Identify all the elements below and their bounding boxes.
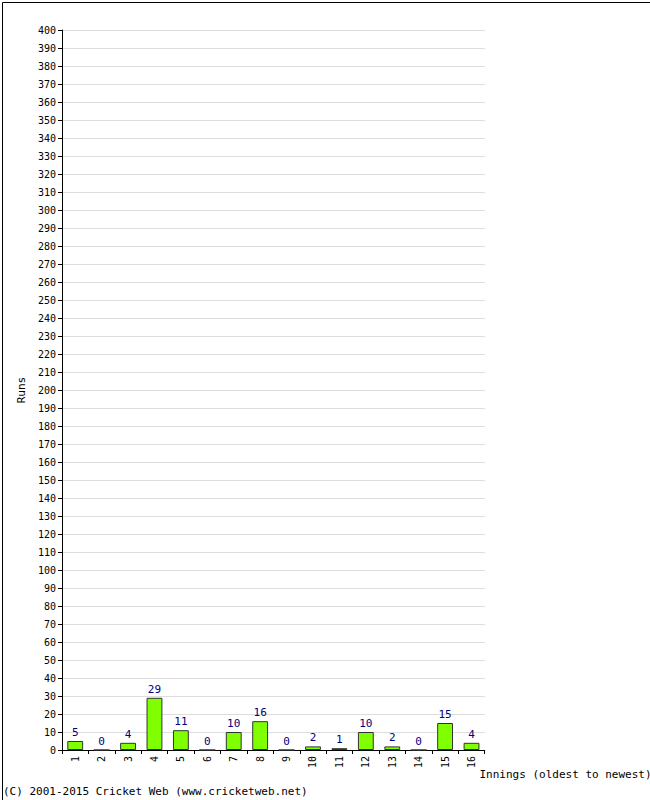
svg-text:140: 140: [38, 493, 56, 504]
svg-text:180: 180: [38, 421, 56, 432]
svg-text:1: 1: [70, 756, 81, 762]
svg-text:(C) 2001-2015 Cricket Web (www: (C) 2001-2015 Cricket Web (www.cricketwe…: [3, 785, 308, 798]
svg-text:60: 60: [44, 637, 56, 648]
svg-text:200: 200: [38, 385, 56, 396]
svg-text:190: 190: [38, 403, 56, 414]
svg-text:14: 14: [413, 756, 424, 768]
svg-text:1: 1: [336, 733, 343, 746]
svg-text:130: 130: [38, 511, 56, 522]
svg-text:29: 29: [148, 683, 161, 696]
svg-text:320: 320: [38, 169, 56, 180]
svg-text:3: 3: [123, 756, 134, 762]
svg-text:370: 370: [38, 79, 56, 90]
svg-text:11: 11: [174, 715, 187, 728]
svg-text:110: 110: [38, 547, 56, 558]
svg-text:390: 390: [38, 43, 56, 54]
svg-text:280: 280: [38, 241, 56, 252]
svg-text:0: 0: [98, 735, 105, 748]
svg-text:2: 2: [389, 731, 396, 744]
svg-text:90: 90: [44, 583, 56, 594]
svg-text:9: 9: [281, 756, 292, 762]
svg-text:300: 300: [38, 205, 56, 216]
svg-text:380: 380: [38, 61, 56, 72]
svg-text:340: 340: [38, 133, 56, 144]
svg-text:0: 0: [415, 735, 422, 748]
svg-text:7: 7: [228, 756, 239, 762]
svg-text:Innings (oldest to newest): Innings (oldest to newest): [479, 768, 650, 781]
svg-text:2: 2: [96, 756, 107, 762]
svg-text:250: 250: [38, 295, 56, 306]
svg-text:10: 10: [227, 717, 240, 730]
svg-text:0: 0: [204, 735, 211, 748]
svg-text:5: 5: [175, 756, 186, 762]
svg-text:6: 6: [202, 756, 213, 762]
svg-text:270: 270: [38, 259, 56, 270]
svg-text:12: 12: [360, 756, 371, 768]
svg-text:16: 16: [466, 756, 477, 768]
svg-text:8: 8: [255, 756, 266, 762]
svg-text:0: 0: [283, 735, 290, 748]
svg-text:360: 360: [38, 97, 56, 108]
svg-text:120: 120: [38, 529, 56, 540]
svg-text:10: 10: [307, 756, 318, 768]
svg-text:5: 5: [72, 726, 79, 739]
svg-text:40: 40: [44, 673, 56, 684]
svg-text:50: 50: [44, 655, 56, 666]
svg-text:2: 2: [310, 731, 317, 744]
svg-text:15: 15: [438, 708, 451, 721]
svg-text:20: 20: [44, 709, 56, 720]
svg-text:13: 13: [387, 756, 398, 768]
svg-text:16: 16: [254, 706, 267, 719]
svg-text:70: 70: [44, 619, 56, 630]
svg-text:10: 10: [44, 727, 56, 738]
svg-text:4: 4: [125, 728, 132, 741]
svg-text:240: 240: [38, 313, 56, 324]
svg-text:170: 170: [38, 439, 56, 450]
svg-text:350: 350: [38, 115, 56, 126]
svg-text:290: 290: [38, 223, 56, 234]
svg-text:310: 310: [38, 187, 56, 198]
svg-text:Runs: Runs: [15, 377, 28, 404]
svg-text:0: 0: [50, 745, 56, 756]
svg-text:15: 15: [440, 756, 451, 768]
svg-text:230: 230: [38, 331, 56, 342]
svg-text:330: 330: [38, 151, 56, 162]
svg-text:80: 80: [44, 601, 56, 612]
svg-text:150: 150: [38, 475, 56, 486]
svg-text:160: 160: [38, 457, 56, 468]
svg-text:100: 100: [38, 565, 56, 576]
svg-text:260: 260: [38, 277, 56, 288]
svg-text:30: 30: [44, 691, 56, 702]
svg-text:400: 400: [38, 25, 56, 36]
svg-text:10: 10: [359, 717, 372, 730]
svg-text:220: 220: [38, 349, 56, 360]
svg-text:210: 210: [38, 367, 56, 378]
svg-text:4: 4: [468, 728, 475, 741]
svg-text:4: 4: [149, 756, 160, 762]
svg-text:11: 11: [334, 756, 345, 768]
